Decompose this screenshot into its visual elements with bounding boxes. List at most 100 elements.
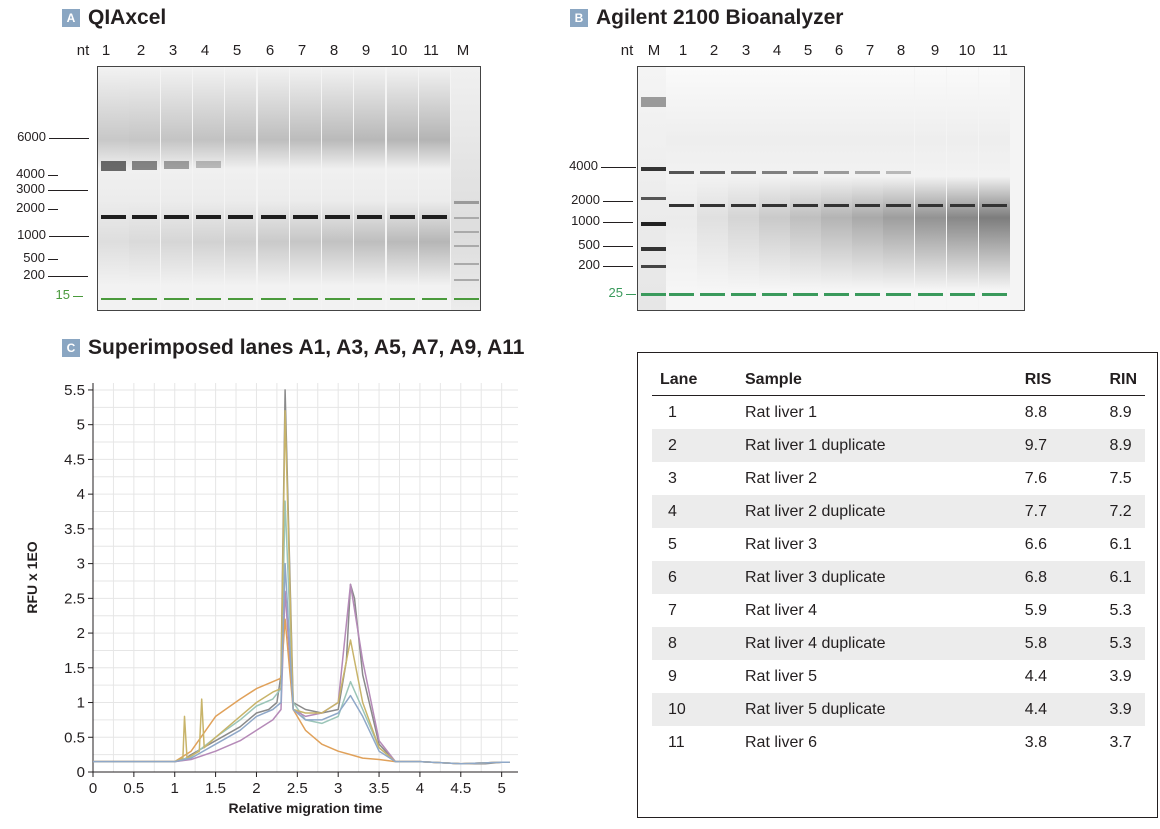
- panel-a-lane-label: 1: [101, 42, 111, 59]
- panel-a-lane-label: M: [456, 42, 470, 59]
- header-sample: Sample: [737, 365, 1017, 396]
- size-marker-tick: [48, 175, 58, 176]
- size-marker-label: 15: [55, 287, 70, 302]
- gel-band: [454, 201, 479, 204]
- gel-band: [293, 298, 318, 300]
- x-tick-label: 0.5: [123, 780, 144, 797]
- panel-b-lane-label: 9: [930, 42, 940, 59]
- cell-lane: 2: [652, 429, 737, 462]
- panel-a-lane-labels: nt 1 2 3 4 5 6 7 8 9 10 11 M: [0, 42, 560, 62]
- table-row: 11 Rat liver 6 3.8 3.7: [652, 726, 1145, 759]
- cell-ris: 3.8: [1024, 733, 1047, 751]
- panel-a-title: A QIAxcel: [62, 6, 166, 30]
- cell-lane: 1: [668, 403, 677, 421]
- gel-lane: [947, 67, 978, 310]
- y-axis-label: RFU x 1EO: [24, 541, 40, 613]
- panel-b-badge: B: [570, 9, 588, 27]
- y-tick-label: 2.5: [64, 590, 85, 607]
- gel-band: [641, 265, 666, 268]
- panel-a-lane-label: 11: [423, 42, 439, 59]
- panel-a-lane-label: 2: [136, 42, 146, 59]
- panel-a-title-text: QIAxcel: [88, 6, 167, 29]
- gel-band: [886, 171, 911, 174]
- size-marker-tick: [48, 276, 88, 277]
- y-tick-label: 4.5: [64, 451, 85, 468]
- gel-band: [641, 222, 666, 226]
- gel-band: [641, 167, 666, 171]
- panel-b-lane-label: 4: [772, 42, 782, 59]
- gel-band: [325, 215, 350, 219]
- cell-rin: 3.9: [1109, 667, 1132, 685]
- panel-b-lane-label: 6: [834, 42, 844, 59]
- panel-a-lane-label: 6: [265, 42, 275, 59]
- cell-sample: Rat liver 2: [745, 469, 818, 487]
- gel-lane: [225, 67, 256, 310]
- panel-b-lane-label: nt: [620, 42, 634, 59]
- size-marker-tick: [48, 190, 88, 191]
- table-row: 8 Rat liver 4 duplicate 5.8 5.3: [652, 627, 1145, 660]
- gel-lane: [728, 67, 759, 310]
- panel-b-lane-label: 8: [896, 42, 906, 59]
- size-marker-label: 500: [23, 250, 45, 265]
- gel-lane: [258, 67, 289, 310]
- cell-sample: Rat liver 3: [745, 535, 818, 553]
- panel-b-lane-label: 2: [709, 42, 719, 59]
- table-header-row: Lane Sample RIS RIN: [652, 365, 1145, 396]
- x-tick-label: 2: [252, 780, 260, 797]
- gel-band: [325, 298, 350, 300]
- cell-lane: 6: [652, 561, 737, 594]
- gel-band: [886, 204, 911, 207]
- header-rin: RIN: [1101, 365, 1145, 396]
- cell-ris: 7.7: [1016, 495, 1102, 528]
- cell-sample: Rat liver 4 duplicate: [737, 627, 1017, 660]
- gel-band: [454, 298, 479, 300]
- gel-band: [132, 298, 157, 300]
- panel-c-badge: C: [62, 339, 80, 357]
- gel-band: [855, 293, 880, 296]
- cell-rin: 7.5: [1109, 469, 1132, 487]
- gel-band: [164, 215, 189, 219]
- gel-band: [731, 171, 756, 174]
- panel-b-lane-labels: nt M 1 2 3 4 5 6 7 8 9 10 11: [0, 42, 1160, 62]
- panel-b-gel: [637, 66, 1025, 311]
- x-tick-label: 0: [89, 780, 97, 797]
- gel-lane: [697, 67, 728, 310]
- cell-ris: 4.4: [1024, 667, 1047, 685]
- x-tick-label: 1: [171, 780, 179, 797]
- gel-band: [390, 298, 415, 300]
- cell-sample: Rat liver 3 duplicate: [737, 561, 1017, 594]
- gel-band: [196, 215, 221, 219]
- gel-band: [454, 217, 479, 219]
- panel-a-lane-label: 5: [232, 42, 242, 59]
- panel-b-lane-label: 7: [865, 42, 875, 59]
- ris-rin-table: Lane Sample RIS RIN 1 Rat liver 1 8.8 8.9 2 R…: [652, 365, 1145, 759]
- cell-sample: Rat liver 2 duplicate: [737, 495, 1017, 528]
- panel-a-lane-label: 3: [168, 42, 178, 59]
- size-marker-label: 200: [23, 267, 45, 282]
- superimposed-lanes-chart: 0 0.5 1 1.5 2 2.5 3 3.5 4 4.5 5 5.5 0 0.5 1 1.5 2 2.5 3 3.5…: [24, 382, 518, 816]
- cell-rin: 5.3: [1101, 627, 1145, 660]
- cell-lane: 5: [668, 535, 677, 553]
- gel-lane: [354, 67, 385, 310]
- x-tick-label: 4: [416, 780, 424, 797]
- gel-lane: [98, 67, 129, 310]
- cell-lane: 3: [668, 469, 677, 487]
- gel-band: [196, 161, 221, 168]
- size-marker-tick: [49, 138, 89, 139]
- gel-band: [855, 171, 880, 174]
- panel-a-lane-label: 4: [200, 42, 210, 59]
- y-tick-label: 0: [77, 764, 85, 781]
- y-tick-label: 1: [77, 695, 85, 712]
- gel-lane: [979, 67, 1010, 310]
- x-tick-label: 4.5: [450, 780, 471, 797]
- gel-band: [196, 298, 221, 300]
- size-marker-label: 200: [578, 257, 600, 272]
- gel-band: [762, 293, 787, 296]
- cell-rin: 5.3: [1109, 601, 1132, 619]
- y-tick-label: 1.5: [64, 660, 85, 677]
- cell-rin: 6.1: [1109, 535, 1132, 553]
- x-tick-label: 3: [334, 780, 342, 797]
- gel-band: [731, 293, 756, 296]
- size-marker-tick: [603, 266, 633, 267]
- gel-band: [261, 215, 286, 219]
